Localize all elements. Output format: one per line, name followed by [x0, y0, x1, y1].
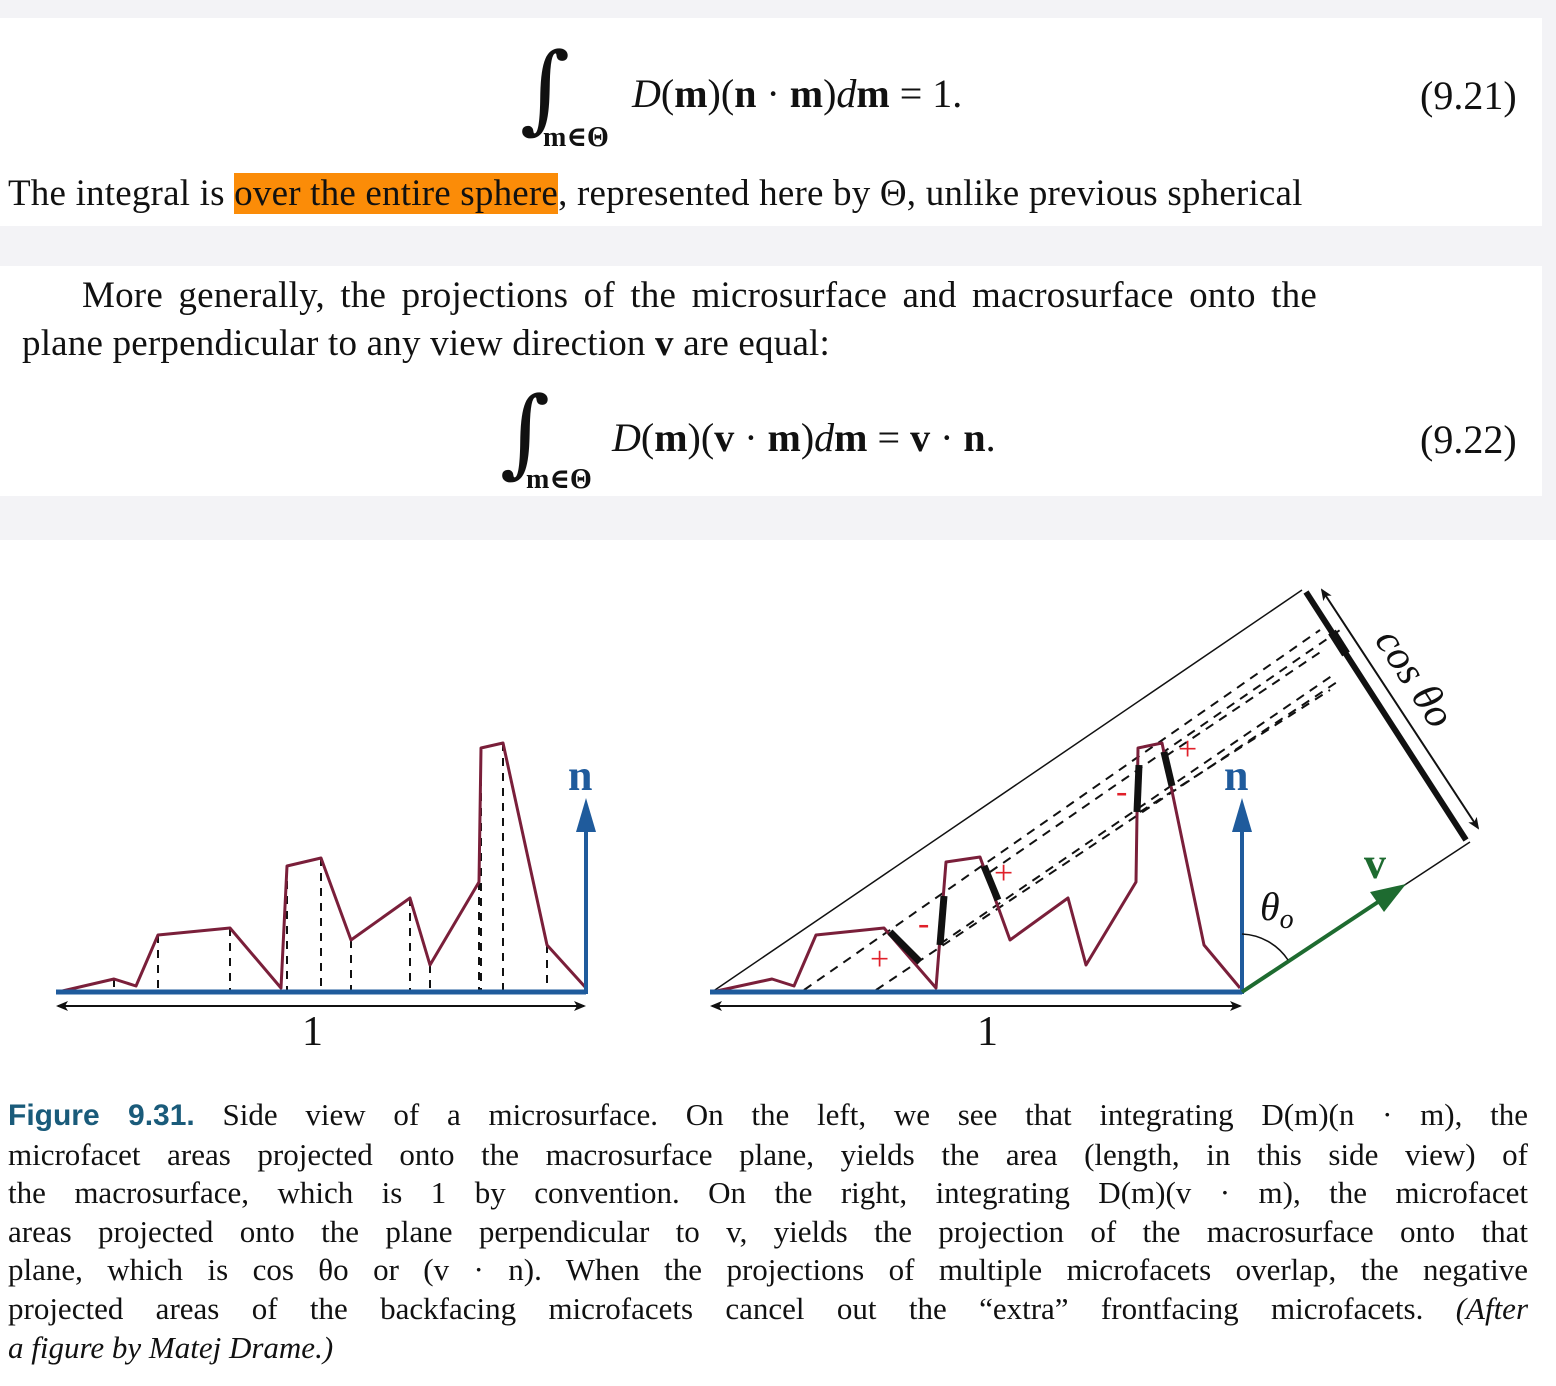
equation-922: D(m)(v · m)dm = v · n. — [612, 415, 996, 460]
para1-after: , represented here by Θ, unlike previous… — [558, 173, 1303, 214]
plus-marker-2: + — [994, 855, 1013, 892]
integral-sign-922: ∫ — [500, 376, 551, 488]
right-length-label: 1 — [977, 1009, 998, 1055]
right-projection-lines — [803, 629, 1341, 991]
minus-marker-1: - — [918, 905, 929, 942]
theta-label: θo — [1260, 884, 1294, 935]
integral-subscript-921: m∈Θ — [543, 122, 609, 153]
paragraph-integral-sphere: The integral is over the entire sphere, … — [8, 172, 1303, 215]
view-vector-arrowhead — [1370, 884, 1406, 912]
paragraph-projections-line1: More generally, the projections of the m… — [82, 275, 1317, 316]
projection-line-top — [711, 589, 1303, 993]
equation-921: D(m)(n · m)dm = 1. — [632, 71, 963, 116]
cos-length-arrow — [1320, 588, 1480, 830]
right-normal-arrowhead — [1232, 798, 1252, 832]
integral-sign-921: ∫ — [520, 32, 571, 144]
facet-highlights — [887, 751, 1176, 965]
view-vector-label: v — [1364, 839, 1386, 888]
right-microsurface — [711, 741, 1242, 994]
view-vector-arrow — [1240, 900, 1380, 994]
equation-number-922: (9.22) — [1420, 417, 1517, 462]
equation-number-921: (9.21) — [1420, 73, 1517, 118]
left-projection-lines — [113, 743, 548, 992]
para1-before: The integral is — [8, 173, 235, 214]
left-microsurface — [57, 741, 588, 994]
highlighted-text[interactable]: over the entire sphere — [234, 173, 559, 214]
left-normal-label: n — [568, 751, 592, 800]
figure-label: Figure 9.31. — [8, 1099, 195, 1132]
left-normal-arrowhead — [576, 798, 596, 832]
plus-marker-3: + — [1178, 731, 1197, 768]
right-normal-label: n — [1224, 751, 1248, 800]
paragraph-projections-line2: plane perpendicular to any view directio… — [22, 323, 831, 364]
integral-subscript-922: m∈Θ — [526, 464, 592, 495]
plus-marker-1: + — [870, 941, 889, 978]
theta-arc — [1241, 933, 1289, 961]
left-length-label: 1 — [302, 1009, 323, 1055]
figure-caption: Figure 9.31. Side view of a microsurface… — [8, 1097, 1529, 1365]
minus-marker-2: - — [1116, 773, 1127, 810]
sign-markers: + - + - + — [870, 731, 1197, 978]
equation-panel-middle — [0, 266, 1542, 496]
